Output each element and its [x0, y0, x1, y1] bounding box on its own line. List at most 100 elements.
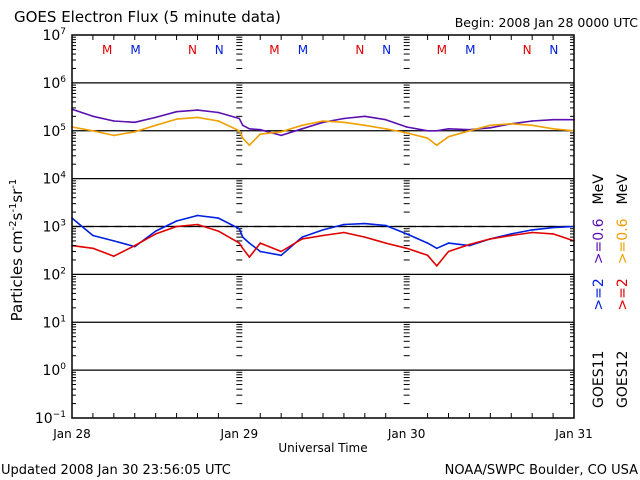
data-point: [364, 222, 366, 225]
data-point: [196, 223, 199, 226]
data-point: [217, 111, 220, 114]
data-point: [92, 234, 94, 237]
data-point: [241, 124, 244, 127]
data-point: [435, 247, 438, 250]
data-point: [280, 131, 282, 133]
data-point: [196, 116, 199, 119]
data-point: [248, 242, 251, 244]
legend-entry: >=2: [591, 278, 607, 310]
data-point: [489, 127, 492, 129]
y-tick-label: 102: [42, 266, 66, 283]
data-point: [322, 121, 324, 124]
data-point: [405, 233, 408, 235]
data-point: [238, 129, 241, 132]
updated-timestamp: Updated 2008 Jan 30 23:56:05 UTC: [1, 463, 231, 478]
legend-goes12: GOES12 >=2 >=0.6 MeV: [615, 174, 631, 408]
data-point: [133, 121, 136, 124]
y-axis-label-text: Particles cm: [8, 230, 26, 321]
data-point: [241, 236, 244, 238]
local-time-marker: M: [437, 43, 447, 57]
data-point: [435, 265, 438, 267]
data-point: [322, 229, 324, 231]
data-point: [435, 144, 438, 146]
legend-entry: >=0.6: [591, 218, 607, 264]
data-point: [280, 250, 282, 253]
data-point: [489, 238, 492, 240]
data-point: [426, 137, 429, 139]
x-axis-label: Universal Time: [278, 441, 367, 455]
data-point: [217, 120, 220, 122]
y-tick-label: 101: [42, 314, 66, 331]
x-tick-label: Jan 29: [220, 427, 259, 441]
y-tick-label: 106: [42, 75, 66, 92]
data-point: [552, 233, 554, 235]
data-point: [259, 128, 262, 131]
local-time-marker: N: [188, 43, 197, 57]
data-point: [384, 224, 387, 227]
data-point: [384, 127, 387, 130]
legend-satellite-name: GOES12: [615, 351, 631, 408]
y-axis-label: Particles cm-2s-1sr-1: [8, 179, 26, 322]
data-point: [92, 247, 94, 250]
data-point: [154, 116, 157, 119]
local-time-marker: N: [549, 43, 558, 57]
data-point: [447, 135, 450, 138]
data-point: [196, 214, 199, 217]
y-tick-label: 103: [42, 219, 66, 236]
data-point: [552, 118, 554, 121]
data-point: [384, 242, 387, 244]
legend-entry: >=0.6: [615, 218, 631, 264]
data-point: [435, 129, 438, 132]
data-point: [217, 230, 220, 232]
data-point: [92, 129, 94, 132]
data-point: [405, 126, 408, 128]
data-credit: NOAA/SWPC Boulder, CO USA: [445, 463, 638, 478]
data-point: [447, 250, 450, 253]
data-point: [175, 110, 178, 113]
data-point: [364, 236, 366, 238]
x-tick-label: Jan 31: [554, 427, 593, 441]
data-point: [426, 129, 429, 132]
local-time-marker: M: [465, 43, 475, 57]
local-time-marker: N: [382, 43, 391, 57]
data-point: [322, 234, 324, 237]
data-point: [175, 118, 178, 120]
data-point: [154, 124, 157, 127]
local-time-marker: M: [102, 43, 112, 57]
data-point: [531, 231, 533, 234]
y-tick-label: 104: [42, 171, 66, 188]
data-point: [343, 231, 345, 234]
chart-title: GOES Electron Flux (5 minute data): [14, 8, 281, 26]
data-point: [113, 240, 115, 242]
legend-entry: >=2: [615, 278, 631, 310]
data-point: [405, 247, 408, 250]
series-line-1: [71, 116, 575, 146]
data-point: [133, 244, 136, 247]
y-tick-label: 100: [42, 362, 66, 379]
data-point: [531, 120, 533, 122]
data-point: [364, 115, 366, 118]
x-tick-label: Jan 28: [52, 427, 91, 441]
data-point: [531, 124, 533, 127]
data-point: [468, 243, 471, 246]
data-point: [552, 127, 554, 130]
data-point: [196, 109, 199, 111]
data-point: [343, 223, 345, 226]
y-tick-label: 105: [42, 123, 66, 140]
data-point: [384, 118, 387, 121]
data-point: [364, 124, 366, 127]
data-point: [426, 242, 429, 244]
data-point: [405, 132, 408, 134]
data-point: [133, 131, 136, 133]
data-point: [301, 127, 303, 130]
legend-entry: MeV: [591, 174, 607, 205]
legend: GOES11 >=2 >=0.6 MeV GOES12 >=2 >=0.6 MeV: [591, 174, 631, 408]
y-tick-label: 107: [42, 27, 66, 44]
data-point: [280, 254, 282, 257]
data-point: [248, 144, 251, 146]
local-time-marker: M: [269, 43, 279, 57]
data-point: [113, 255, 115, 257]
data-point: [489, 124, 492, 127]
data-point: [238, 117, 241, 120]
